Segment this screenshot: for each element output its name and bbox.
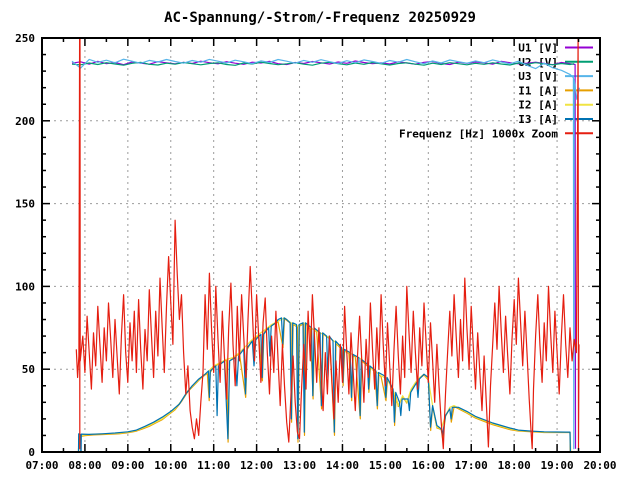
legend: U1 [V]U2 [V]U3 [V]I1 [A]I2 [A]I3 [A]Freq…: [399, 42, 593, 140]
legend-label: I1 [A]: [518, 84, 558, 97]
x-tick-label: 19:00: [541, 459, 574, 472]
legend-label: I2 [A]: [518, 99, 558, 112]
x-tick-label: 12:00: [240, 459, 273, 472]
legend-label: U1 [V]: [518, 42, 558, 55]
x-tick-label: 07:00: [25, 459, 58, 472]
series-frequenz: [75, 37, 580, 450]
x-tick-label: 13:00: [283, 459, 316, 472]
y-tick-label: 250: [15, 32, 35, 45]
x-tick-label: 14:00: [326, 459, 359, 472]
x-tick-label: 15:00: [369, 459, 402, 472]
y-tick-label: 0: [28, 446, 35, 459]
legend-label: U3 [V]: [518, 70, 558, 83]
y-tick-labels: 0 50 100 150 200 250: [15, 32, 35, 459]
x-tick-label: 08:00: [68, 459, 101, 472]
series-u3: [71, 58, 580, 450]
x-tick-label: 17:00: [455, 459, 488, 472]
legend-item-i3: I3 [A]: [518, 113, 593, 126]
legend-item-u1: U1 [V]: [518, 42, 593, 55]
x-tick-label: 20:00: [583, 459, 616, 472]
x-tick-label: 18:00: [498, 459, 531, 472]
series-u2: [71, 61, 575, 66]
x-tick-label: 10:00: [154, 459, 187, 472]
y-tick-label: 50: [22, 363, 35, 376]
axis-ticks: [41, 37, 601, 453]
data-series: [71, 37, 580, 453]
legend-item-u3: U3 [V]: [518, 70, 593, 83]
legend-item-i2: I2 [A]: [518, 99, 593, 112]
y-tick-label: 100: [15, 280, 35, 293]
y-tick-label: 150: [15, 198, 35, 211]
chart-title: AC-Spannung/-Strom/-Frequenz 20250929: [164, 10, 476, 26]
x-tick-label: 16:00: [412, 459, 445, 472]
y-tick-label: 200: [15, 115, 35, 128]
legend-label: Frequenz [Hz] 1000x Zoom: [399, 127, 558, 140]
legend-item-i1: I1 [A]: [518, 84, 593, 97]
x-tick-label: 09:00: [111, 459, 144, 472]
x-tick-labels: 07:00 08:00 09:00 10:00 11:00 12:00 13:00 14:00…: [25, 459, 616, 472]
x-tick-label: 11:00: [197, 459, 230, 472]
legend-label: I3 [A]: [518, 113, 558, 126]
legend-item-frequenz: Frequenz [Hz] 1000x Zoom: [399, 127, 593, 140]
